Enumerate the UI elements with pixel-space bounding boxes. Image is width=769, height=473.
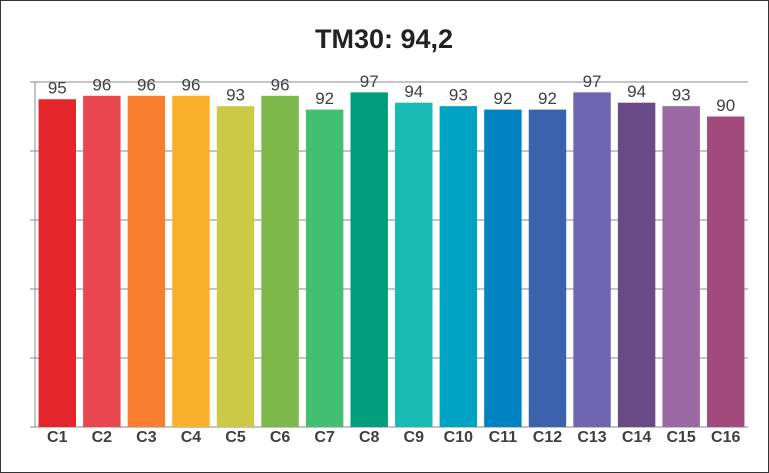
data-label: 93: [226, 86, 245, 105]
data-label: 97: [360, 72, 379, 91]
bar: [127, 95, 166, 428]
data-label: 93: [449, 86, 468, 105]
data-label: 92: [315, 89, 334, 108]
bar: [439, 106, 478, 428]
data-label: 92: [493, 89, 512, 108]
x-tick-label: C13: [577, 429, 606, 446]
x-tick-label: C11: [489, 429, 518, 446]
x-tick-label: C6: [270, 429, 291, 446]
bar: [395, 102, 433, 427]
x-tick-label: C8: [359, 429, 380, 446]
bar: [484, 109, 522, 427]
data-label: 94: [627, 82, 646, 101]
chart-title: TM30: 94,2: [315, 24, 453, 54]
bar: [83, 95, 121, 428]
data-label: 96: [137, 75, 156, 94]
bar: [707, 116, 745, 427]
bar: [38, 99, 76, 427]
x-tick-label: C7: [314, 429, 335, 446]
bar: [172, 95, 210, 428]
data-label: 93: [672, 86, 691, 105]
x-tick-label: C14: [622, 429, 651, 446]
x-tick-label: C15: [666, 429, 695, 446]
data-label: 94: [404, 82, 423, 101]
x-tick-label: C2: [92, 429, 113, 446]
x-tick-label: C5: [225, 429, 246, 446]
data-label: 96: [92, 75, 111, 94]
x-tick-label: C16: [711, 429, 740, 446]
bar: [216, 106, 255, 428]
data-label: 90: [716, 96, 735, 115]
data-label: 95: [48, 79, 67, 98]
bar: [261, 95, 299, 428]
data-label: 97: [583, 72, 602, 91]
x-tick-label: C3: [136, 429, 157, 446]
bar: [573, 92, 611, 427]
bar: [662, 106, 700, 428]
data-label: 92: [538, 89, 557, 108]
bar: [528, 109, 567, 427]
x-tick-label: C9: [404, 429, 425, 446]
data-label: 96: [271, 75, 290, 94]
bar: [350, 92, 388, 427]
bar: [305, 109, 344, 427]
bar: [617, 102, 656, 427]
x-tick-label: C10: [444, 429, 473, 446]
data-label: 96: [182, 75, 201, 94]
x-tick-label: C1: [47, 429, 68, 446]
x-tick-label: C4: [181, 429, 202, 446]
x-tick-label: C12: [533, 429, 562, 446]
